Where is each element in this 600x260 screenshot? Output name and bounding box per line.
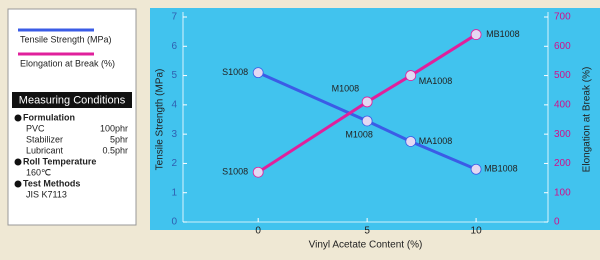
data-point [405,70,417,81]
y-tick-label: 1 [171,187,177,198]
bullet [14,114,22,122]
plot-background [150,8,600,230]
point-label: MB1008 [486,29,520,39]
condition-value: 5phr [110,134,128,144]
point-label: M1008 [332,83,360,93]
y-tick-label: 6 [171,41,177,52]
x-axis-title: Vinyl Acetate Content (%) [309,240,423,251]
y2-tick-label: 500 [554,70,571,81]
x-tick-label: 5 [364,226,370,237]
point-label: MA1008 [419,136,453,146]
y-tick-label: 0 [171,217,177,228]
condition-item: JIS K7113 [26,189,67,199]
y2-tick-label: 600 [554,41,571,52]
point-label: MA1008 [419,76,453,86]
y2-tick-label: 300 [554,129,571,140]
point-label: S1008 [222,167,248,177]
section-heading: Formulation [23,112,75,122]
condition-item: PVC [26,123,45,133]
point-label: MB1008 [484,164,518,174]
x-tick-label: 10 [471,226,483,237]
condition-item: Stabilizer [26,134,63,144]
point-label: M1008 [345,129,373,139]
y-axis-title: Tensile Strength (MPa) [155,69,166,171]
y2-tick-label: 200 [554,158,571,169]
data-point [361,96,373,108]
data-point [405,136,417,147]
y2-tick-label: 400 [554,99,571,110]
condition-item: 160℃ [26,167,51,177]
condition-value: 100phr [100,123,128,133]
data-point [361,115,373,127]
legend-label: Elongation at Break (%) [20,58,115,68]
y-tick-label: 5 [171,70,177,81]
y2-tick-label: 700 [554,12,571,23]
data-point [252,67,264,79]
y-tick-label: 7 [171,12,177,23]
data-point [252,166,264,178]
y2-axis-title: Elongation at Break (%) [582,67,593,173]
y-tick-label: 2 [171,158,177,169]
legend-label: Tensile Strength (MPa) [20,34,112,44]
y2-tick-label: 100 [554,187,571,198]
point-label: S1008 [222,67,248,77]
y2-tick-label: 0 [554,217,560,228]
condition-item: Lubricant [26,145,64,155]
y-tick-label: 3 [171,129,177,140]
x-tick-label: 0 [255,226,261,237]
y-tick-label: 4 [171,99,177,110]
data-point [470,29,482,40]
conditions-header [12,92,132,108]
conditions-title: Measuring Conditions [19,94,126,106]
section-heading: Roll Temperature [23,156,96,166]
series-line [257,71,477,171]
condition-value: 0.5phr [102,145,128,155]
bullet [14,180,22,188]
bullet [14,158,22,166]
series-line [257,33,477,174]
section-heading: Test Methods [23,178,80,188]
side-panel [7,8,137,226]
data-point [470,163,482,175]
